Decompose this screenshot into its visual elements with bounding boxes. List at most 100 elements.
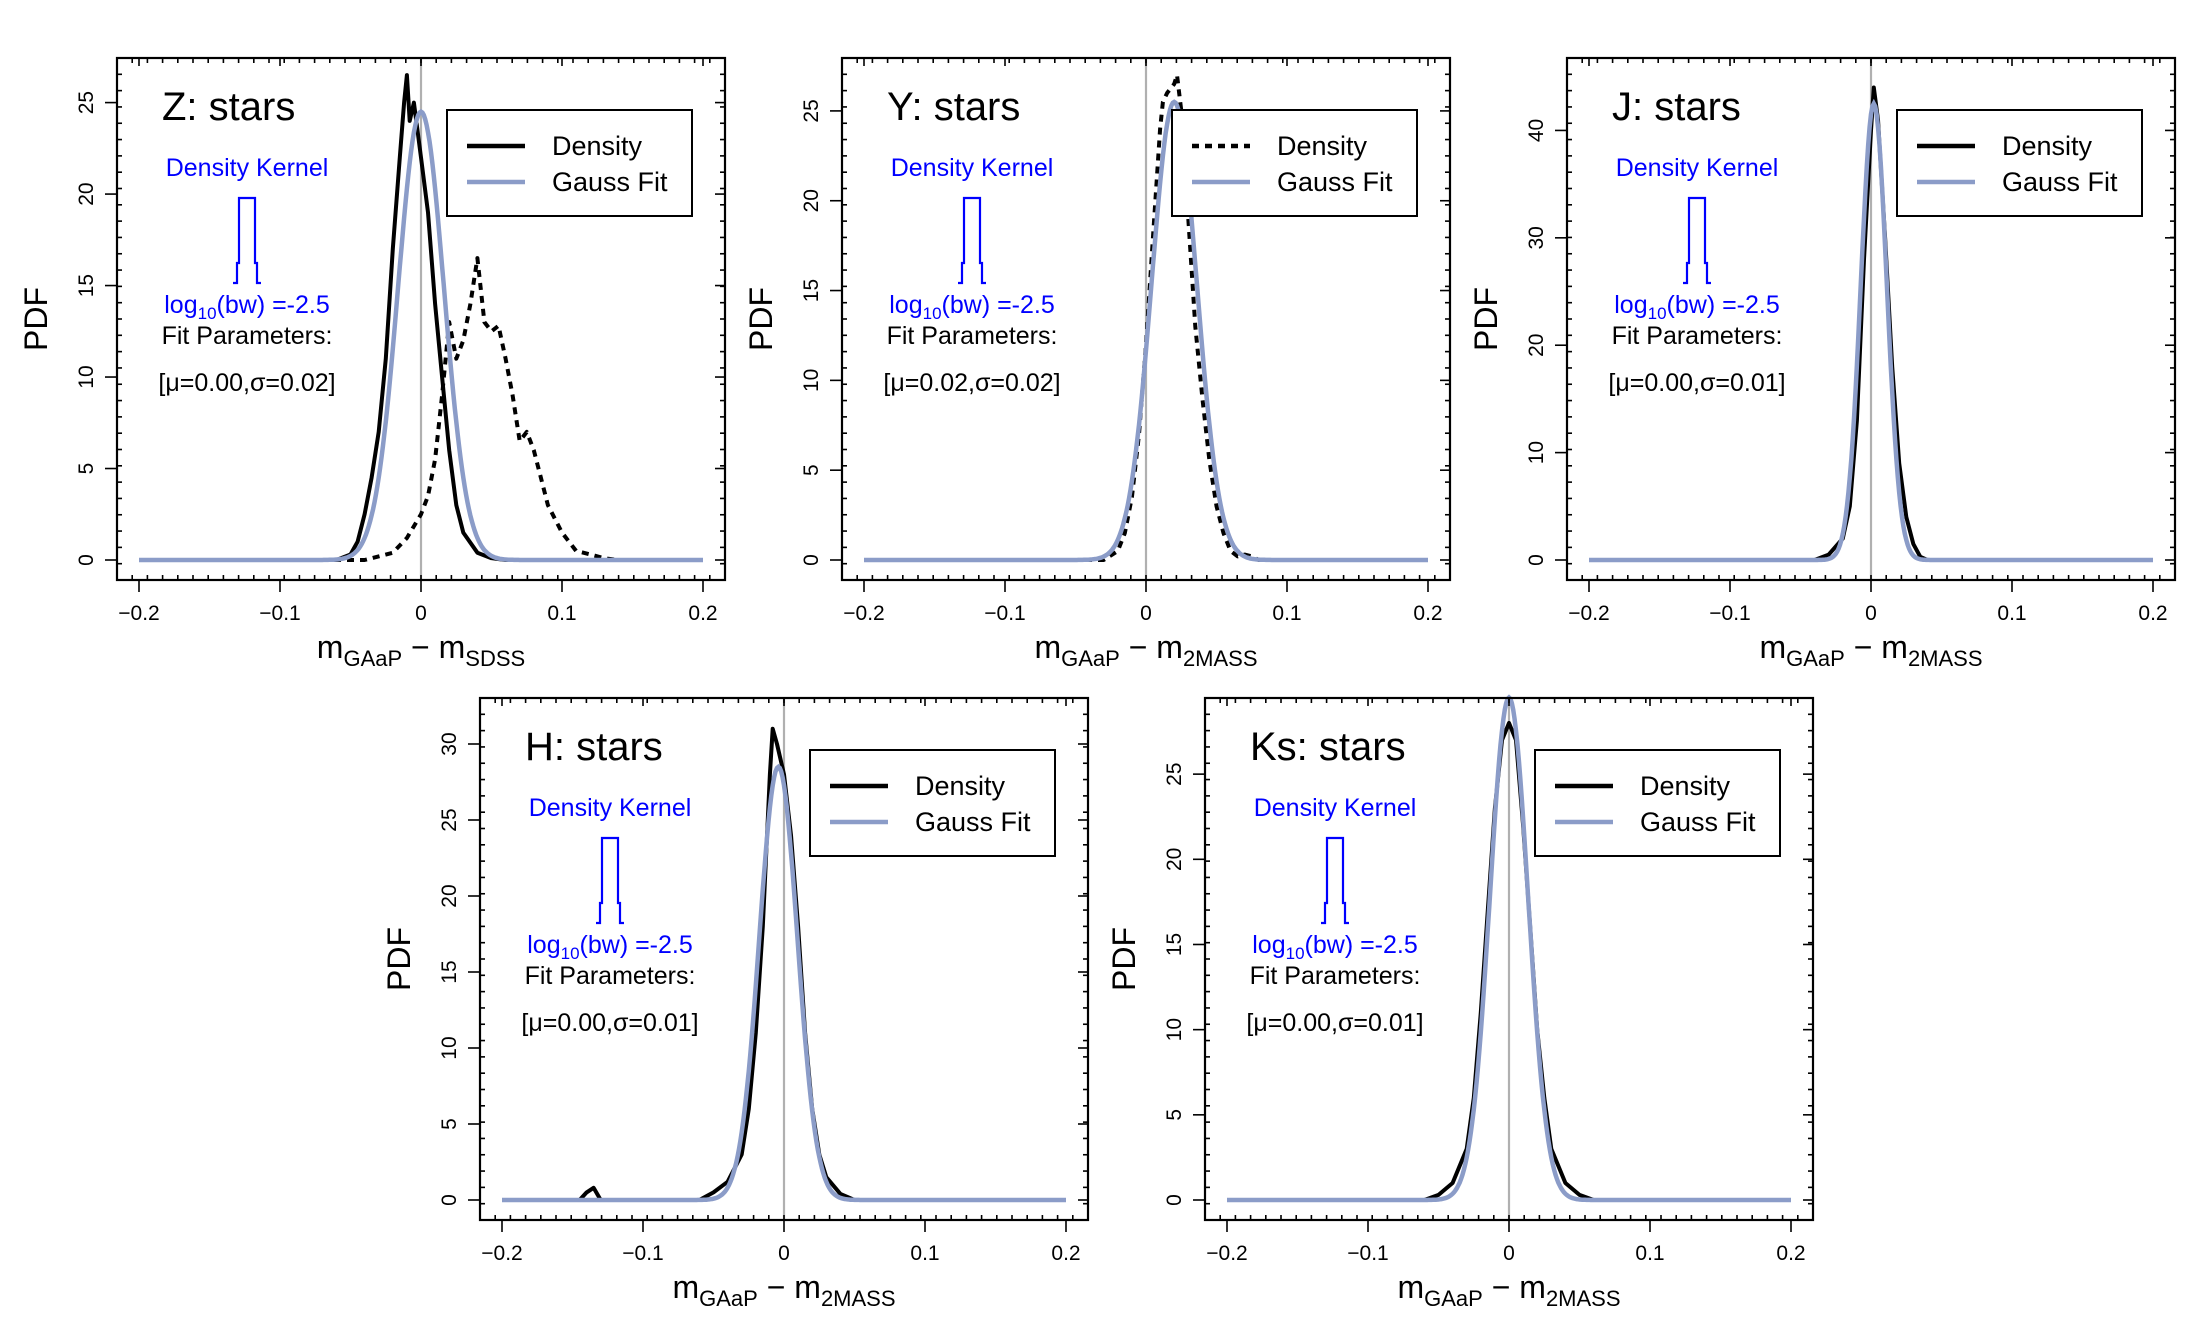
bandwidth-label-subscript: 10 <box>1286 944 1305 963</box>
x-axis-label-part: − m <box>758 1269 821 1305</box>
x-tick-label: −0.2 <box>118 602 159 625</box>
fit-parameters-values: [μ=0.02,σ=0.02] <box>883 369 1060 397</box>
x-tick-label: 0.1 <box>1997 602 2026 625</box>
x-axis-label-part: m <box>672 1269 699 1305</box>
legend-label: Gauss Fit <box>552 167 668 197</box>
panel-5: −0.2 −0.1 0 0.1 0.2 0 5 10 15 20 25 PDF mGAaP − m2MA… <box>1106 694 1815 1311</box>
gauss-fit-line <box>864 99 1428 563</box>
panel-title: Ks: stars <box>1250 725 1406 769</box>
x-tick-label: 0.2 <box>2138 602 2167 625</box>
density-kernel-label: Density Kernel <box>1254 794 1417 822</box>
x-axis-label-subscript: 2MASS <box>1183 646 1258 671</box>
y-tick-label: 20 <box>1163 848 1186 871</box>
density-dashed-line <box>864 73 1428 562</box>
bandwidth-label: log10(bw) =-2.5 <box>164 291 330 323</box>
x-tick-label: 0.2 <box>1051 1242 1080 1265</box>
y-tick-label: 20 <box>438 884 461 907</box>
x-axis-label: mGAaP − m2MASS <box>1397 1269 1620 1311</box>
x-axis-label-subscript: 2MASS <box>1546 1286 1621 1311</box>
legend-label: Gauss Fit <box>915 807 1031 837</box>
x-tick-label: −0.1 <box>259 602 300 625</box>
bandwidth-label-subscript: 10 <box>561 944 580 963</box>
y-tick-label: 5 <box>438 1118 461 1130</box>
y-tick-label: 20 <box>1525 334 1548 357</box>
legend-box <box>1534 749 1781 857</box>
y-tick-label: 25 <box>75 91 98 114</box>
x-tick-label: −0.1 <box>622 1242 663 1265</box>
bandwidth-label-part: (bw) =-2.5 <box>1667 291 1780 319</box>
legend-label: Density <box>552 131 643 161</box>
x-axis-label: mGAaP − m2MASS <box>1759 629 1982 671</box>
density-kernel-shape <box>958 196 986 285</box>
y-tick-label: 0 <box>438 1194 461 1206</box>
bandwidth-label: log10(bw) =-2.5 <box>889 291 1055 323</box>
x-axis-label-subscript: GAaP <box>343 646 402 671</box>
bandwidth-label-part: log <box>1252 931 1285 959</box>
legend-label: Density <box>915 771 1006 801</box>
density-kernel-label: Density Kernel <box>529 794 692 822</box>
panel-title: H: stars <box>525 725 663 769</box>
x-tick-label: 0 <box>1140 602 1152 625</box>
density-kernel-shape <box>596 836 624 925</box>
y-tick-label: 10 <box>438 1036 461 1059</box>
fit-parameters-values: [μ=0.00,σ=0.02] <box>158 369 335 397</box>
bandwidth-label-subscript: 10 <box>923 304 942 323</box>
y-tick-label: 25 <box>800 99 823 122</box>
x-tick-label: 0 <box>778 1242 790 1265</box>
x-axis-label: mGAaP − mSDSS <box>317 629 525 671</box>
fit-parameters-label: Fit Parameters: <box>162 322 333 350</box>
y-tick-label: 10 <box>1525 441 1548 464</box>
fit-parameters-values: [μ=0.00,σ=0.01] <box>1608 369 1785 397</box>
density-line <box>139 73 703 562</box>
y-tick-label: 5 <box>800 464 823 476</box>
y-axis-label: PDF <box>743 287 779 351</box>
fit-parameters-values: [μ=0.00,σ=0.01] <box>1246 1009 1423 1037</box>
y-tick-label: 15 <box>438 960 461 983</box>
gauss-fit-line <box>139 109 703 563</box>
bandwidth-label-part: log <box>164 291 197 319</box>
legend-label: Density <box>1640 771 1731 801</box>
y-axis-label: PDF <box>18 287 54 351</box>
y-tick-label: 5 <box>75 463 98 475</box>
x-axis-label-part: − m <box>1120 629 1183 665</box>
x-tick-label: −0.1 <box>1709 602 1750 625</box>
panel-title: Y: stars <box>887 85 1020 129</box>
x-axis-label: mGAaP − m2MASS <box>1034 629 1257 671</box>
fit-parameters-values: [μ=0.00,σ=0.01] <box>521 1009 698 1037</box>
y-axis-label: PDF <box>381 927 417 991</box>
y-tick-label: 25 <box>438 808 461 831</box>
y-tick-label: 10 <box>1163 1018 1186 1041</box>
x-axis-label-subscript: SDSS <box>465 646 525 671</box>
x-tick-label: 0.2 <box>1413 602 1442 625</box>
y-tick-label: 10 <box>800 369 823 392</box>
x-axis-label-part: − m <box>1845 629 1908 665</box>
bandwidth-label-part: (bw) =-2.5 <box>580 931 693 959</box>
y-tick-label: 25 <box>1163 762 1186 785</box>
x-tick-label: 0.2 <box>1776 1242 1805 1265</box>
fit-parameters-label: Fit Parameters: <box>887 322 1058 350</box>
gauss-fit-line <box>502 763 1066 1203</box>
x-tick-label: 0.1 <box>547 602 576 625</box>
legend-label: Density <box>1277 131 1368 161</box>
bandwidth-label-part: log <box>889 291 922 319</box>
x-axis-label-subscript: GAaP <box>1424 1286 1483 1311</box>
x-axis-label-part: m <box>1034 629 1061 665</box>
x-axis-label: mGAaP − m2MASS <box>672 1269 895 1311</box>
x-tick-label: −0.2 <box>843 602 884 625</box>
x-tick-label: −0.2 <box>1568 602 1609 625</box>
legend-label: Gauss Fit <box>1277 167 1393 197</box>
y-axis-label: PDF <box>1106 927 1142 991</box>
fit-parameters-label: Fit Parameters: <box>1612 322 1783 350</box>
x-axis-label-part: m <box>317 629 344 665</box>
density-kernel-shape <box>233 196 261 285</box>
x-tick-label: 0.2 <box>688 602 717 625</box>
panel-2: −0.2 −0.1 0 0.1 0.2 0 5 10 15 20 25 PDF mGAaP − m2MA… <box>743 56 1452 671</box>
fit-parameters-label: Fit Parameters: <box>525 962 696 990</box>
x-tick-label: 0.1 <box>910 1242 939 1265</box>
x-tick-label: 0.1 <box>1635 1242 1664 1265</box>
x-axis-label-part: m <box>1759 629 1786 665</box>
x-axis-label-subscript: GAaP <box>1786 646 1845 671</box>
bandwidth-label: log10(bw) =-2.5 <box>527 931 693 963</box>
bandwidth-label-part: (bw) =-2.5 <box>942 291 1055 319</box>
